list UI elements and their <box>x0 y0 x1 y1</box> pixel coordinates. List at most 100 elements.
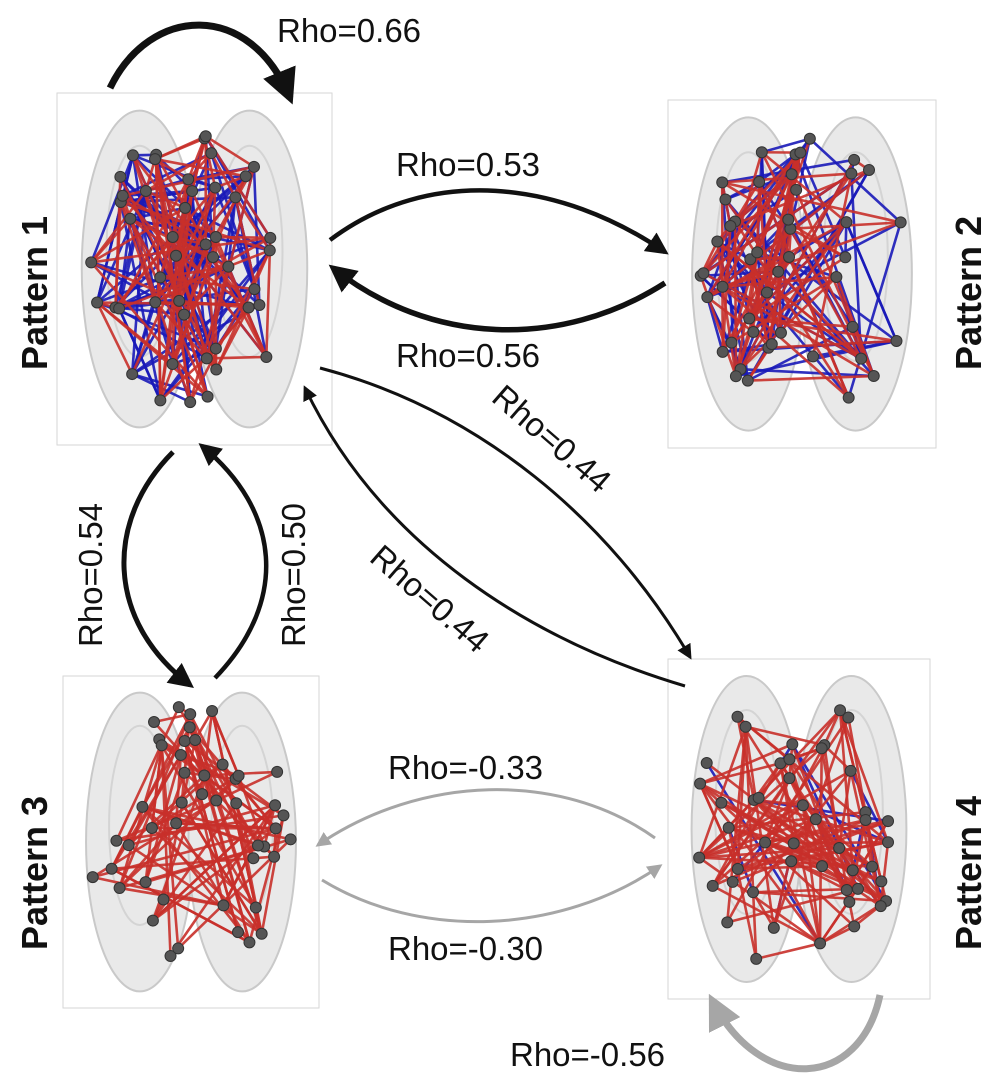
region-node <box>843 895 856 908</box>
region-node <box>182 173 195 186</box>
arrow-p3-to-p1 <box>198 443 269 680</box>
positive-edge <box>211 255 268 359</box>
positive-edge <box>721 153 797 289</box>
pattern-3-label: Pattern 3 <box>14 796 55 950</box>
region-node <box>268 850 281 863</box>
negative-edge <box>739 367 876 378</box>
region-node <box>173 294 186 307</box>
pattern-4-label: Pattern 4 <box>948 796 982 950</box>
region-node <box>851 882 864 895</box>
positive-edge <box>115 814 285 843</box>
region-node <box>146 914 159 927</box>
positive-edges <box>91 705 292 958</box>
arrow-p4-self <box>708 993 884 1073</box>
negative-edge <box>760 137 812 154</box>
region-node <box>731 710 744 723</box>
positive-edge <box>727 810 867 830</box>
region-node <box>110 834 123 847</box>
region-node <box>154 394 167 407</box>
region-node <box>269 822 282 835</box>
positive-edge <box>150 744 163 830</box>
positive-edge <box>823 743 852 773</box>
positive-edge <box>171 243 208 366</box>
positive-edge <box>736 715 756 802</box>
region-node <box>85 256 98 269</box>
region-node <box>148 716 161 729</box>
region-node <box>231 926 244 939</box>
region-node <box>724 219 737 232</box>
rho-labels: Rho=0.66 Rho=0.53 Rho=0.56 Rho=0.54 Rho=… <box>72 12 665 1073</box>
rho-label-p3-to-p4: Rho=-0.30 <box>388 930 543 967</box>
positive-edge <box>789 227 847 259</box>
negative-edge <box>130 300 157 376</box>
region-node <box>122 839 135 852</box>
region-node <box>716 176 729 189</box>
region-node <box>201 390 214 403</box>
region-node <box>136 800 149 813</box>
positive-edge <box>186 137 206 181</box>
region-node <box>815 742 828 755</box>
region-node <box>816 860 829 873</box>
region-node <box>210 794 223 807</box>
negative-edge <box>765 291 863 360</box>
positive-edge <box>153 157 218 371</box>
positive-edge <box>151 803 277 922</box>
region-node <box>139 185 152 198</box>
positive-edge <box>188 249 272 404</box>
positive-edge <box>716 240 863 360</box>
region-node <box>875 875 888 888</box>
region-node <box>741 374 754 387</box>
region-node <box>207 251 220 264</box>
positive-edge <box>128 217 192 404</box>
left-cortex-outline <box>108 724 172 926</box>
region-node <box>774 326 787 339</box>
negative-edge <box>131 154 218 239</box>
positive-edge <box>838 708 883 883</box>
positive-edge <box>114 200 123 309</box>
negative-edge <box>847 221 902 399</box>
positive-edge <box>128 217 209 398</box>
region-node <box>803 132 816 145</box>
region-nodes <box>85 130 277 409</box>
region-node <box>209 181 222 194</box>
positive-edge <box>747 137 812 320</box>
positive-edge <box>838 708 890 844</box>
region-node <box>174 748 187 761</box>
region-node <box>729 370 742 383</box>
positive-edge <box>789 859 849 892</box>
positive-edge <box>183 739 240 934</box>
region-node <box>722 821 735 834</box>
positive-edge <box>845 819 890 892</box>
pattern-1-label: Pattern 1 <box>14 216 55 370</box>
pattern-2-label: Pattern 2 <box>948 216 982 370</box>
positive-edge <box>115 799 218 843</box>
region-node <box>747 886 760 899</box>
region-node <box>747 326 760 339</box>
positive-edge <box>183 739 218 802</box>
positive-edge <box>711 803 805 888</box>
brain-panel-pattern-2 <box>667 99 937 449</box>
positive-edge <box>760 150 848 224</box>
region-node <box>255 927 268 940</box>
region-node <box>179 201 192 214</box>
region-node <box>814 937 827 950</box>
positive-edge <box>720 801 795 845</box>
region-node <box>178 308 191 321</box>
arrow-p1-to-p2 <box>328 188 669 255</box>
positive-edge <box>179 753 240 777</box>
region-node <box>840 216 853 229</box>
region-node <box>867 370 880 383</box>
positive-edge <box>739 275 838 371</box>
region-node <box>175 796 188 809</box>
negative-edge <box>227 196 237 268</box>
positive-edge <box>721 285 850 399</box>
positive-edge <box>265 236 272 359</box>
positive-edge <box>729 172 793 228</box>
region-node <box>222 260 235 273</box>
region-node <box>200 352 213 365</box>
region-node <box>809 813 822 826</box>
rho-label-p3-to-p1: Rho=0.50 <box>275 503 312 647</box>
region-node <box>178 766 191 779</box>
region-node <box>785 855 798 868</box>
